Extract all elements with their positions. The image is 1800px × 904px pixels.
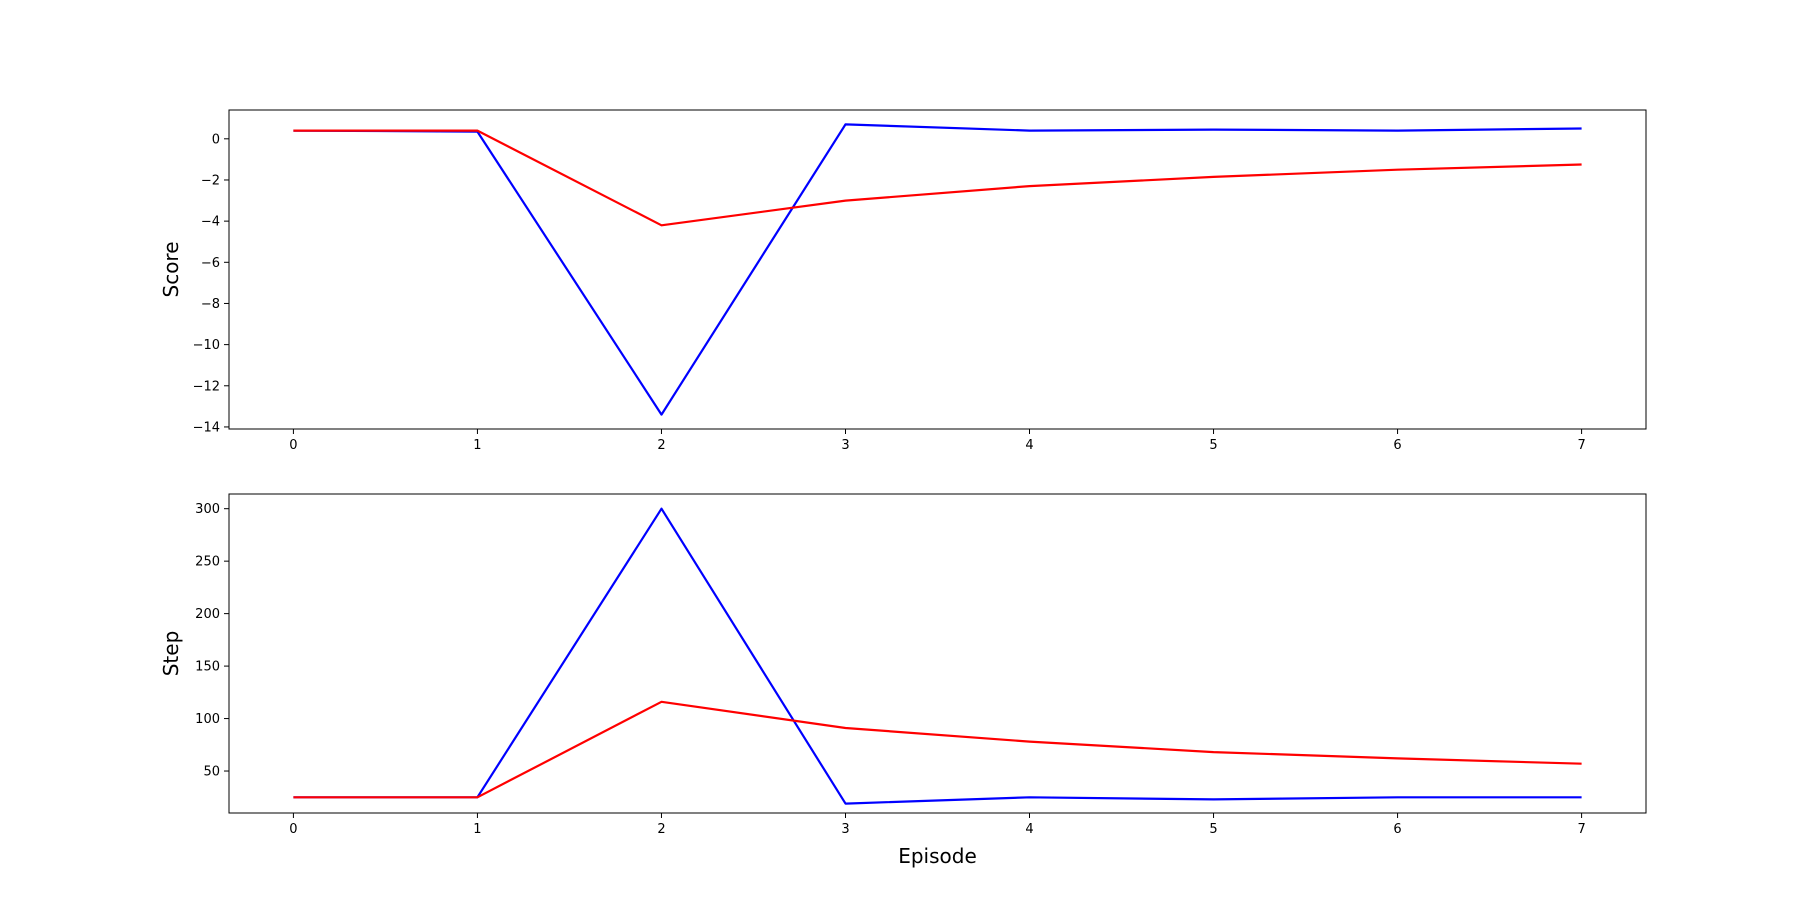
series-line-1	[293, 507, 1582, 805]
y-axis-title: Score	[159, 241, 183, 297]
y-tick-label: −6	[201, 256, 220, 271]
x-tick-label: 1	[473, 822, 481, 837]
y-tick-label: −10	[193, 338, 220, 353]
y-tick-label: 50	[203, 765, 220, 780]
y-tick-label: −2	[201, 173, 220, 188]
x-tick-label: 4	[1025, 822, 1033, 837]
y-tick-label: −12	[193, 379, 220, 394]
y-tick-label: 100	[195, 712, 220, 727]
y-tick-label: 0	[212, 132, 220, 147]
y-tick-label: 250	[195, 555, 220, 570]
y-tick-label: −4	[201, 215, 220, 230]
x-tick-label: 2	[657, 822, 665, 837]
axes-frame	[228, 109, 1647, 430]
x-tick-label: 7	[1577, 822, 1585, 837]
x-tick-label: 3	[841, 822, 849, 837]
x-tick-label: 2	[657, 438, 665, 453]
series-line-2	[293, 129, 1582, 227]
x-tick-label: 0	[289, 438, 297, 453]
x-tick-label: 6	[1393, 438, 1401, 453]
x-tick-label: 5	[1209, 822, 1217, 837]
step-panel: 0 1 2 3 4 5 6 7 50 100 150 200 250 300 Step Episode	[159, 493, 1647, 868]
score-panel: 0 1 2 3 4 5 6 7 0 −2 −4 −6 −8 −10 −12 −14 Score	[159, 109, 1647, 453]
y-axis-title: Step	[159, 631, 183, 677]
x-tick-label: 7	[1577, 438, 1585, 453]
y-tick-label: 200	[195, 607, 220, 622]
series-line-2	[293, 700, 1582, 799]
x-tick-label: 1	[473, 438, 481, 453]
axes-frame	[228, 493, 1647, 814]
x-tick-label: 3	[841, 438, 849, 453]
x-tick-label: 6	[1393, 822, 1401, 837]
y-tick-label: −8	[201, 297, 220, 312]
series-line-1	[293, 123, 1582, 416]
x-axis-title: Episode	[898, 844, 977, 868]
x-tick-label: 0	[289, 822, 297, 837]
x-tick-label: 5	[1209, 438, 1217, 453]
y-tick-label: 300	[195, 502, 220, 517]
x-tick-label: 4	[1025, 438, 1033, 453]
y-tick-label: −14	[193, 420, 220, 435]
y-tick-label: 150	[195, 660, 220, 675]
